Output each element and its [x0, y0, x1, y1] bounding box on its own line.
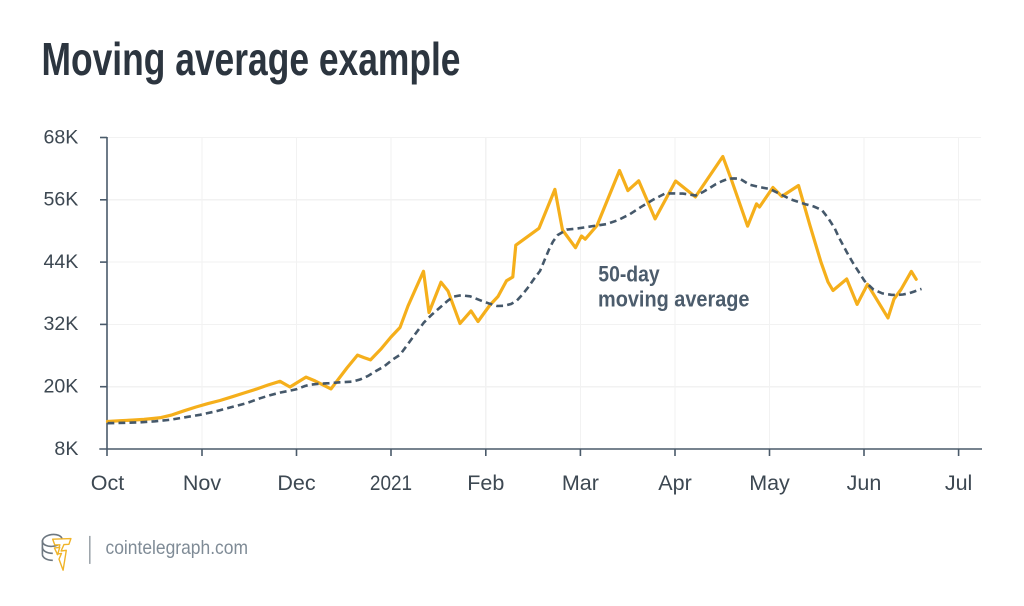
svg-text:Feb: Feb — [467, 471, 504, 495]
svg-text:Oct: Oct — [91, 471, 124, 495]
svg-text:Apr: Apr — [658, 471, 691, 495]
svg-text:2021: 2021 — [370, 471, 412, 495]
svg-text:May: May — [749, 471, 790, 495]
svg-text:32K: 32K — [44, 313, 79, 335]
svg-text:Mar: Mar — [562, 471, 599, 495]
svg-text:Moving average example: Moving average example — [42, 33, 461, 85]
svg-text:50-day: 50-day — [598, 262, 660, 287]
svg-text:Jul: Jul — [945, 471, 972, 495]
svg-text:44K: 44K — [44, 251, 79, 273]
svg-text:Jun: Jun — [847, 471, 882, 495]
svg-text:8K: 8K — [54, 438, 78, 460]
svg-text:cointelegraph.com: cointelegraph.com — [106, 537, 249, 559]
svg-text:Nov: Nov — [183, 471, 221, 495]
svg-text:68K: 68K — [44, 126, 79, 148]
svg-text:Dec: Dec — [277, 471, 315, 495]
svg-text:56K: 56K — [44, 189, 79, 211]
svg-text:20K: 20K — [44, 376, 79, 398]
svg-text:moving average: moving average — [598, 287, 750, 312]
